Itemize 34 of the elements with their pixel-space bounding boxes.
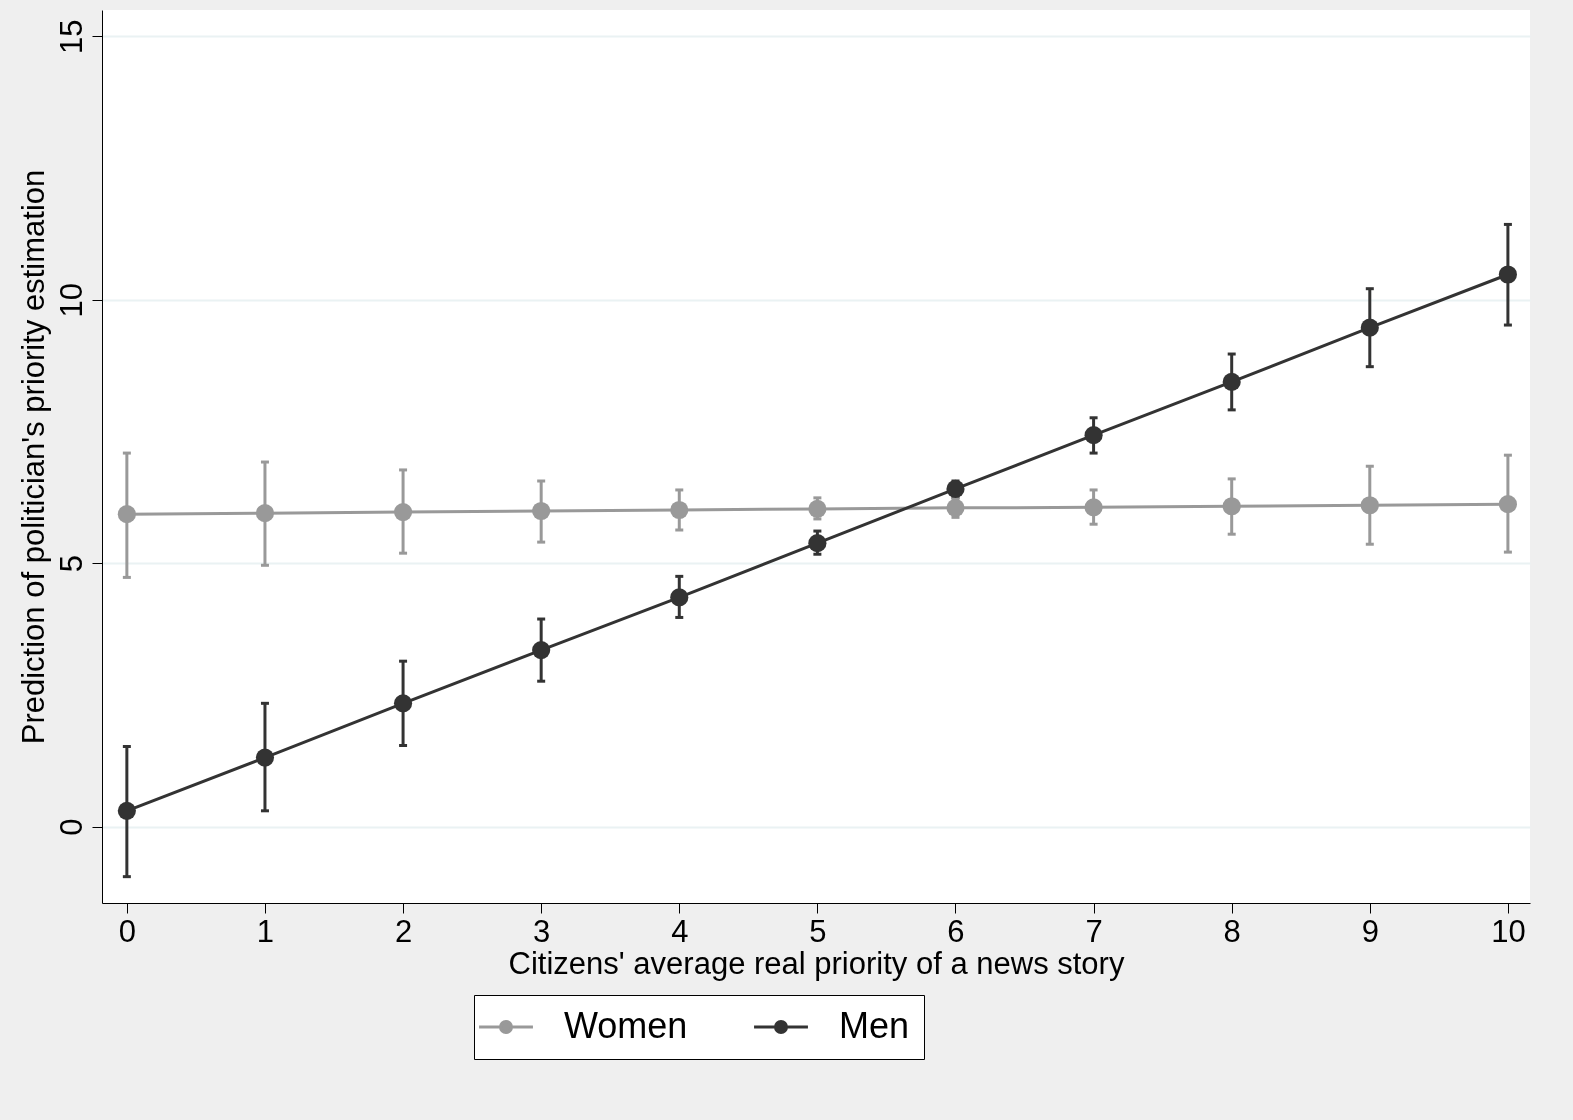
x-tick-label: 9 [1361,913,1379,949]
point [532,641,551,660]
point [808,499,827,518]
point [117,801,136,820]
y-tick-label: 5 [53,555,89,573]
y-tick-label: 10 [53,283,89,318]
point [1084,426,1103,445]
point [1222,372,1241,392]
point [670,500,689,520]
x-tick-label: 0 [118,913,136,949]
x-tick-label: 1 [256,913,275,949]
point [946,498,965,517]
y-tick-label: 15 [53,19,89,55]
point [1360,318,1379,337]
point [1084,498,1103,517]
point [393,503,413,522]
legend-label: Women [564,1005,688,1046]
y-tick-label: 0 [53,818,89,836]
point [532,501,551,521]
point [393,694,413,713]
y-axis-title: Prediction of politician's priority estimation [15,169,51,745]
x-tick-label: 10 [1491,913,1526,949]
point [255,504,275,523]
point [1360,496,1379,515]
point [1222,497,1241,516]
point [946,479,965,498]
point [1498,495,1517,514]
point [255,748,275,767]
point [117,505,136,524]
point [1498,265,1517,284]
x-tick-label: 2 [394,913,413,949]
legend-label: Men [839,1005,910,1046]
x-tick-label: 8 [1223,913,1241,949]
point [670,588,689,607]
